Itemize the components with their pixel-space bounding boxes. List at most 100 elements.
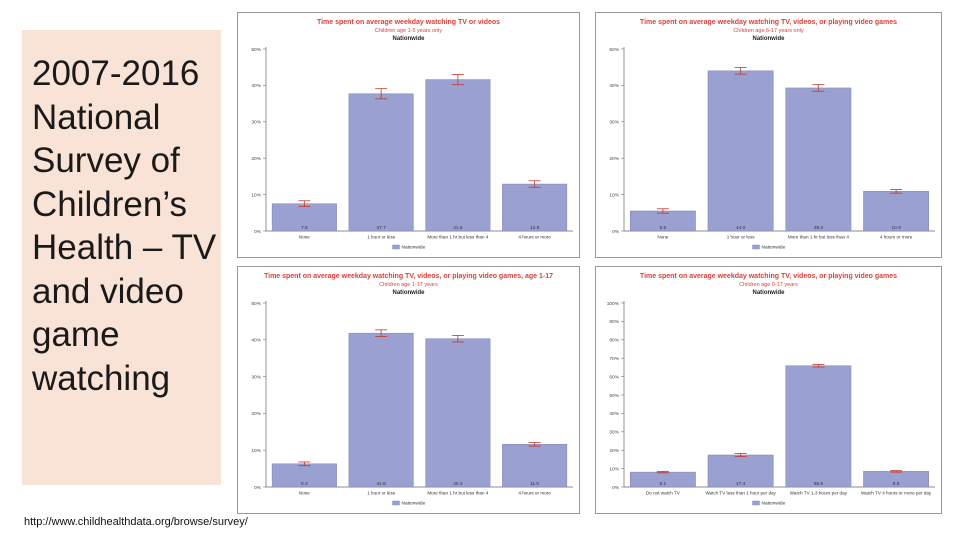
chart-1-svg: Time spent on average weekday watching T… bbox=[251, 19, 573, 251]
chart-3-svg: Time spent on average weekday watching T… bbox=[251, 273, 573, 507]
data-label: 39.3 bbox=[814, 225, 824, 231]
bar bbox=[425, 79, 491, 232]
y-tick-label: 50% bbox=[609, 47, 619, 53]
y-tick-label: 90% bbox=[609, 319, 619, 325]
x-tick-label: Watch TV less than 1 hour per day bbox=[705, 491, 776, 496]
legend-label: Nationwide bbox=[762, 501, 786, 507]
y-tick-label: 40% bbox=[251, 83, 261, 89]
title-panel: 2007-2016 National Survey of Children’s … bbox=[22, 30, 221, 485]
bar bbox=[502, 444, 568, 488]
chart-2-screen-age-6-17: Time spent on average weekday watching T… bbox=[595, 12, 942, 258]
x-tick-label: 1 hour or less bbox=[367, 235, 396, 240]
chart-group-label: Nationwide bbox=[752, 290, 785, 296]
slide-title: 2007-2016 National Survey of Children’s … bbox=[32, 54, 217, 398]
y-tick-label: 60% bbox=[609, 374, 619, 380]
y-tick-label: 20% bbox=[609, 156, 619, 162]
data-label: 41.8 bbox=[376, 481, 386, 487]
data-label: 37.7 bbox=[376, 225, 386, 231]
y-tick-label: 70% bbox=[609, 356, 619, 362]
x-tick-label: 4 hours or more bbox=[518, 491, 551, 496]
y-tick-label: 0% bbox=[254, 485, 262, 491]
y-tick-label: 80% bbox=[609, 338, 619, 344]
x-tick-label: None bbox=[299, 491, 310, 496]
x-tick-label: None bbox=[299, 235, 310, 240]
y-tick-label: 10% bbox=[609, 192, 619, 198]
data-label: 41.6 bbox=[453, 225, 463, 231]
y-tick-label: 0% bbox=[254, 229, 262, 235]
data-label: 40.3 bbox=[453, 481, 463, 487]
y-tick-label: 40% bbox=[609, 83, 619, 89]
legend-swatch bbox=[752, 244, 760, 250]
y-tick-label: 40% bbox=[609, 411, 619, 417]
chart-2-svg: Time spent on average weekday watching T… bbox=[609, 19, 935, 251]
x-tick-label: More than 1 hr but less than 4 bbox=[788, 235, 849, 240]
chart-1-tv-age-1-5: Time spent on average weekday watching T… bbox=[237, 12, 580, 258]
y-tick-label: 50% bbox=[609, 393, 619, 399]
y-tick-label: 0% bbox=[612, 229, 620, 235]
chart-subtitle: Children age 0-17 years bbox=[739, 282, 798, 288]
y-tick-label: 10% bbox=[609, 466, 619, 472]
y-tick-label: 0% bbox=[612, 485, 620, 491]
chart-4-svg: Time spent on average weekday watching T… bbox=[607, 273, 935, 507]
bar bbox=[707, 70, 774, 232]
data-label: 8.5 bbox=[893, 481, 900, 487]
x-tick-label: 1 hour or less bbox=[727, 235, 756, 240]
chart-group-label: Nationwide bbox=[752, 36, 785, 42]
legend-swatch bbox=[392, 244, 400, 250]
legend-swatch bbox=[752, 500, 760, 506]
x-tick-label: 4 hours or more bbox=[518, 235, 551, 240]
chart-subtitle: Children age 1-17 years bbox=[379, 282, 438, 288]
y-tick-label: 20% bbox=[251, 156, 261, 162]
x-tick-label: Watch TV 4 hours or more per day bbox=[861, 491, 932, 496]
data-label: 17.4 bbox=[736, 481, 746, 487]
legend-label: Nationwide bbox=[402, 501, 426, 507]
bar bbox=[502, 183, 568, 232]
y-tick-label: 20% bbox=[609, 448, 619, 454]
bar bbox=[785, 365, 852, 488]
y-tick-label: 30% bbox=[251, 120, 261, 126]
y-tick-label: 50% bbox=[251, 301, 261, 307]
data-label: 44.0 bbox=[736, 225, 746, 231]
chart-subtitle: Children age 6-17 years only bbox=[733, 28, 804, 34]
data-label: 11.6 bbox=[530, 481, 539, 487]
bar bbox=[707, 454, 774, 488]
x-tick-label: 4 hours or more bbox=[880, 235, 913, 240]
legend-label: Nationwide bbox=[762, 245, 786, 251]
bar bbox=[785, 87, 852, 232]
bar bbox=[348, 332, 414, 488]
chart-3-screen-age-1-17: Time spent on average weekday watching T… bbox=[237, 266, 580, 514]
chart-group-label: Nationwide bbox=[392, 290, 425, 296]
legend-swatch bbox=[392, 500, 400, 506]
x-tick-label: More than 1 hr but less than 4 bbox=[427, 491, 488, 496]
x-tick-label: Do not watch TV bbox=[646, 491, 681, 496]
bar bbox=[271, 203, 337, 232]
legend-label: Nationwide bbox=[402, 245, 426, 251]
y-tick-label: 50% bbox=[251, 47, 261, 53]
data-label: 10.9 bbox=[891, 225, 901, 231]
bar bbox=[348, 93, 414, 232]
chart-title: Time spent on average weekday watching T… bbox=[264, 273, 553, 280]
x-tick-label: Watch TV 1-3 hours per day bbox=[790, 491, 848, 496]
data-label: 6.3 bbox=[301, 481, 308, 487]
y-tick-label: 30% bbox=[609, 430, 619, 436]
x-tick-label: 1 hour or less bbox=[367, 491, 396, 496]
y-tick-label: 30% bbox=[251, 374, 261, 380]
y-tick-label: 10% bbox=[251, 448, 261, 454]
data-label: 12.9 bbox=[530, 225, 540, 231]
y-tick-label: 100% bbox=[607, 301, 620, 307]
chart-4-screen-age-0-17: Time spent on average weekday watching T… bbox=[595, 266, 942, 514]
chart-title: Time spent on average weekday watching T… bbox=[640, 19, 897, 26]
bar bbox=[863, 191, 930, 232]
data-label: 5.5 bbox=[660, 225, 667, 231]
x-tick-label: More than 1 hr but less than 4 bbox=[427, 235, 488, 240]
chart-group-label: Nationwide bbox=[392, 36, 425, 42]
bar bbox=[425, 338, 491, 488]
source-url[interactable]: http://www.childhealthdata.org/browse/su… bbox=[24, 516, 248, 528]
data-label: 65.9 bbox=[814, 481, 824, 487]
chart-subtitle: Children age 1-5 years only bbox=[375, 28, 443, 34]
y-tick-label: 10% bbox=[251, 192, 261, 198]
x-tick-label: None bbox=[657, 235, 668, 240]
y-tick-label: 40% bbox=[251, 338, 261, 344]
y-tick-label: 20% bbox=[251, 411, 261, 417]
data-label: 8.1 bbox=[660, 481, 667, 487]
